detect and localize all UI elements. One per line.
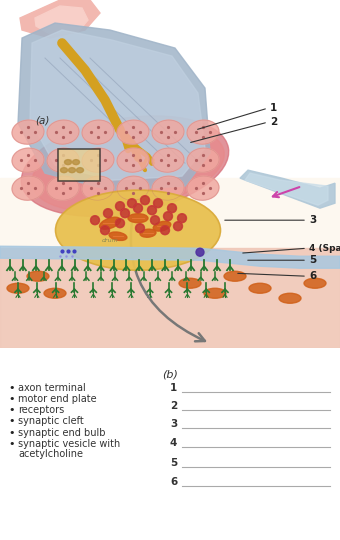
Polygon shape (18, 23, 210, 190)
Text: 4: 4 (170, 437, 177, 448)
Ellipse shape (148, 206, 156, 215)
Ellipse shape (27, 271, 49, 281)
Ellipse shape (177, 214, 187, 222)
Ellipse shape (117, 148, 149, 172)
Text: synaptic cleft: synaptic cleft (18, 416, 84, 427)
Ellipse shape (55, 190, 221, 270)
Text: motor end plate: motor end plate (18, 394, 97, 404)
Ellipse shape (168, 204, 176, 213)
Ellipse shape (279, 293, 301, 303)
Ellipse shape (12, 120, 44, 144)
Ellipse shape (117, 120, 149, 144)
Ellipse shape (90, 215, 100, 225)
Polygon shape (0, 246, 340, 268)
Text: •: • (8, 383, 15, 393)
Text: 5: 5 (170, 458, 177, 468)
Ellipse shape (249, 284, 271, 293)
Bar (0, 178, 340, 348)
Ellipse shape (116, 219, 124, 228)
Ellipse shape (117, 176, 149, 200)
Bar (58, 149, 100, 181)
Text: 6: 6 (309, 271, 316, 281)
Text: 5: 5 (309, 255, 316, 265)
Text: synaptic vesicle with: synaptic vesicle with (18, 438, 120, 449)
Ellipse shape (47, 120, 79, 144)
Ellipse shape (47, 176, 79, 200)
Ellipse shape (187, 176, 219, 200)
Ellipse shape (103, 208, 113, 218)
Ellipse shape (224, 271, 246, 281)
Text: 3: 3 (309, 215, 316, 225)
Ellipse shape (152, 148, 184, 172)
Ellipse shape (109, 232, 127, 240)
Ellipse shape (173, 222, 183, 231)
Ellipse shape (47, 148, 79, 172)
Ellipse shape (120, 208, 130, 218)
Ellipse shape (72, 160, 80, 165)
Text: 2: 2 (270, 117, 277, 127)
Text: acetylcholine: acetylcholine (18, 449, 83, 458)
Ellipse shape (153, 199, 163, 208)
Text: 6: 6 (170, 477, 177, 487)
Ellipse shape (140, 195, 150, 205)
Ellipse shape (82, 148, 114, 172)
Text: 2: 2 (170, 401, 177, 411)
Ellipse shape (68, 167, 75, 173)
Ellipse shape (136, 224, 144, 233)
Ellipse shape (134, 204, 142, 213)
Ellipse shape (179, 278, 201, 288)
Text: (a): (a) (35, 115, 49, 125)
Text: •: • (8, 428, 15, 437)
Ellipse shape (44, 288, 66, 298)
Ellipse shape (187, 148, 219, 172)
Text: 3: 3 (170, 420, 177, 429)
Ellipse shape (204, 288, 226, 298)
Ellipse shape (76, 167, 84, 173)
Text: receptors: receptors (18, 406, 64, 415)
Ellipse shape (101, 226, 109, 235)
Ellipse shape (7, 284, 29, 293)
Ellipse shape (153, 221, 171, 231)
Text: 4 (Space): 4 (Space) (309, 244, 340, 253)
Polygon shape (35, 6, 88, 34)
Text: •: • (8, 416, 15, 427)
Ellipse shape (61, 167, 68, 173)
Text: 1: 1 (170, 383, 177, 393)
Ellipse shape (100, 217, 120, 229)
Polygon shape (0, 248, 340, 348)
Text: synaptic end bulb: synaptic end bulb (18, 428, 105, 437)
Polygon shape (240, 170, 335, 208)
Ellipse shape (128, 214, 148, 222)
Ellipse shape (304, 278, 326, 288)
Polygon shape (245, 173, 328, 205)
Ellipse shape (187, 120, 219, 144)
Ellipse shape (151, 215, 159, 225)
Ellipse shape (12, 148, 44, 172)
Text: 1: 1 (270, 103, 277, 113)
Ellipse shape (82, 176, 114, 200)
Ellipse shape (140, 229, 156, 237)
Text: drum: drum (102, 238, 119, 243)
Text: •: • (8, 406, 15, 415)
Ellipse shape (32, 124, 224, 212)
Ellipse shape (82, 120, 114, 144)
Ellipse shape (160, 226, 170, 235)
Text: axon terminal: axon terminal (18, 383, 86, 393)
Ellipse shape (128, 199, 136, 208)
Ellipse shape (65, 160, 71, 165)
Ellipse shape (152, 176, 184, 200)
Text: •: • (8, 438, 15, 449)
Ellipse shape (152, 120, 184, 144)
Ellipse shape (12, 176, 44, 200)
Polygon shape (30, 30, 205, 180)
Ellipse shape (196, 248, 204, 256)
Text: •: • (8, 394, 15, 404)
Ellipse shape (116, 201, 124, 211)
Polygon shape (20, 0, 100, 38)
Ellipse shape (21, 116, 229, 217)
Ellipse shape (164, 212, 172, 221)
Text: (b): (b) (162, 369, 178, 379)
